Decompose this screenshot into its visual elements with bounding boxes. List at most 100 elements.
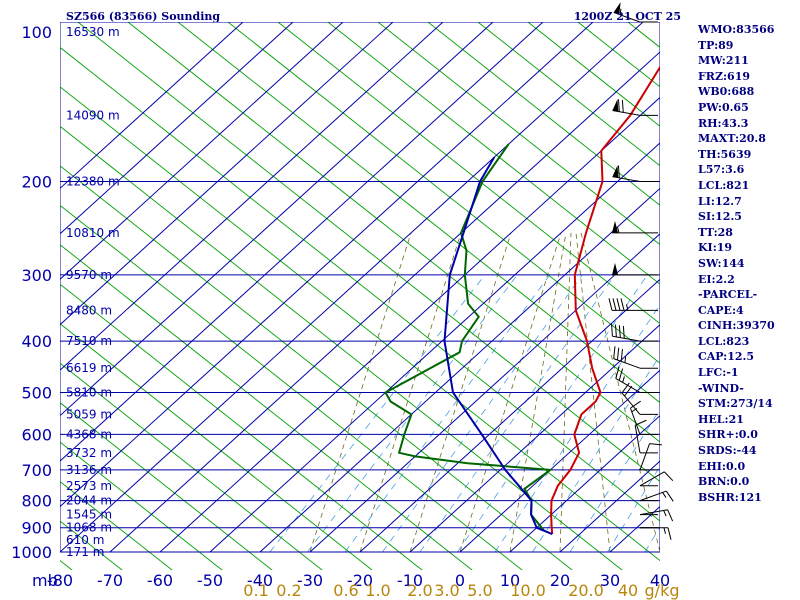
pressure-tick-label: 100 <box>21 23 52 42</box>
pressure-tick-label: 400 <box>21 332 52 351</box>
barb-flag <box>618 368 624 381</box>
dry-adiabat <box>60 204 523 570</box>
barb-half-flag <box>617 226 620 234</box>
mixing-ratio-label: 1.0 <box>365 581 390 600</box>
mixing-ratio-label: 0.2 <box>276 581 301 600</box>
moist-adiabat <box>459 232 562 553</box>
height-label: 610 m <box>66 533 104 547</box>
mixing-ratio-line <box>457 274 648 553</box>
height-label: 171 m <box>66 545 104 559</box>
isotherm <box>60 22 494 417</box>
barb-staff <box>639 509 668 516</box>
barb-staff <box>639 490 667 502</box>
parameter-item: STM:273/14 <box>698 397 773 411</box>
wind-barb <box>608 298 658 311</box>
height-label: 3136 m <box>66 463 112 477</box>
temperature-tick-label: 0 <box>455 571 465 590</box>
parameter-item: WMO:83566 <box>698 23 775 36</box>
mixing-ratio-label: 5.0 <box>467 581 492 600</box>
wind-barb <box>613 2 658 23</box>
mixing-ratio-line <box>494 303 660 553</box>
plot-frame <box>60 22 660 553</box>
dry-adiabat <box>77 22 660 483</box>
parameter-item: CINH:39370 <box>698 319 775 333</box>
moist-adiabat <box>359 232 462 553</box>
isotherm <box>60 22 244 190</box>
isotherm <box>309 233 660 553</box>
temperature-tick-label: 10 <box>500 571 520 590</box>
pressure-tick-label: 600 <box>21 425 52 444</box>
isotherm <box>259 187 660 553</box>
barb-flag <box>617 99 620 112</box>
parameter-item: BRN:0.0 <box>698 475 750 489</box>
height-label: 2044 m <box>66 494 112 508</box>
parameter-item: FRZ:619 <box>698 69 751 83</box>
barb-flag <box>630 400 641 409</box>
height-label: 1068 m <box>66 521 112 535</box>
moist-adiabat <box>580 232 660 553</box>
parameter-item: LI:12.7 <box>698 194 742 208</box>
barb-flag <box>618 325 621 338</box>
mixing-ratio-label: 0.1 <box>243 581 268 600</box>
temperature-tick-label: -20 <box>347 571 373 590</box>
barb-half-flag <box>619 8 622 15</box>
barb-pennant <box>612 99 619 112</box>
barb-flag <box>615 366 620 379</box>
temperature-tick-label: -60 <box>147 571 173 590</box>
moist-adiabat <box>309 232 412 553</box>
temperature-tick-label: -80 <box>47 571 73 590</box>
parameter-item: EI:2.2 <box>698 272 735 286</box>
height-label: 7510 m <box>66 334 112 348</box>
height-label: 5810 m <box>66 385 112 399</box>
mixing-ratio-label: 0.6 <box>333 581 358 600</box>
wind-barb <box>629 400 658 435</box>
isotherm <box>60 22 644 553</box>
barb-flag <box>665 490 674 502</box>
height-label: 6619 m <box>66 361 112 375</box>
barb-flag <box>617 165 620 178</box>
mixing-ratio-line <box>419 274 616 553</box>
height-label: 8480 m <box>66 303 112 317</box>
pressure-tick-label: 1000 <box>11 543 52 562</box>
dry-adiabat <box>60 323 373 570</box>
height-label: 10810 m <box>66 226 120 240</box>
wind-barb <box>639 471 674 487</box>
barb-half-flag <box>624 356 627 363</box>
barb-half-flag <box>631 407 638 413</box>
moist-adiabat <box>575 232 611 553</box>
dry-adiabat <box>127 22 660 443</box>
temperature-tick-label: 20 <box>550 571 570 590</box>
barb-staff <box>612 335 641 342</box>
parameter-item: SHR+:0.0 <box>698 428 758 442</box>
height-label: 16530 m <box>66 25 120 39</box>
isotherm <box>60 22 394 326</box>
pressure-tick-label: 300 <box>21 266 52 285</box>
parameter-item: CAPE:4 <box>698 303 744 317</box>
parameter-item: L57:3.6 <box>698 163 745 177</box>
parameter-item: LFC:-1 <box>698 366 739 380</box>
parameter-item: SW:144 <box>698 256 745 270</box>
barb-half-flag <box>663 510 667 517</box>
temperature-tick-label: 30 <box>600 571 620 590</box>
mixing-ratio-label: 3.0 <box>434 581 459 600</box>
mixing-ratio-line <box>532 354 660 553</box>
isotherm <box>459 369 660 553</box>
wind-barb <box>612 165 658 183</box>
mixing-ratio-line <box>269 274 486 553</box>
isotherm <box>409 324 660 553</box>
dry-adiabat <box>377 22 660 246</box>
barb-flag <box>624 385 633 397</box>
wind-barb <box>612 220 658 234</box>
height-label: 9570 m <box>66 268 112 282</box>
height-label: 1545 m <box>66 508 112 522</box>
dry-adiabat <box>60 125 623 570</box>
mixing-ratio-line <box>607 465 660 553</box>
parameter-item: SI:12.5 <box>698 210 742 224</box>
barb-half-flag <box>622 376 625 383</box>
parameter-item: WB0:688 <box>698 85 755 99</box>
isotherm <box>60 22 344 280</box>
dry-adiabat <box>60 165 573 570</box>
parameter-item: RH:43.3 <box>698 116 749 130</box>
temperature-tick-label: 40 <box>650 571 670 590</box>
